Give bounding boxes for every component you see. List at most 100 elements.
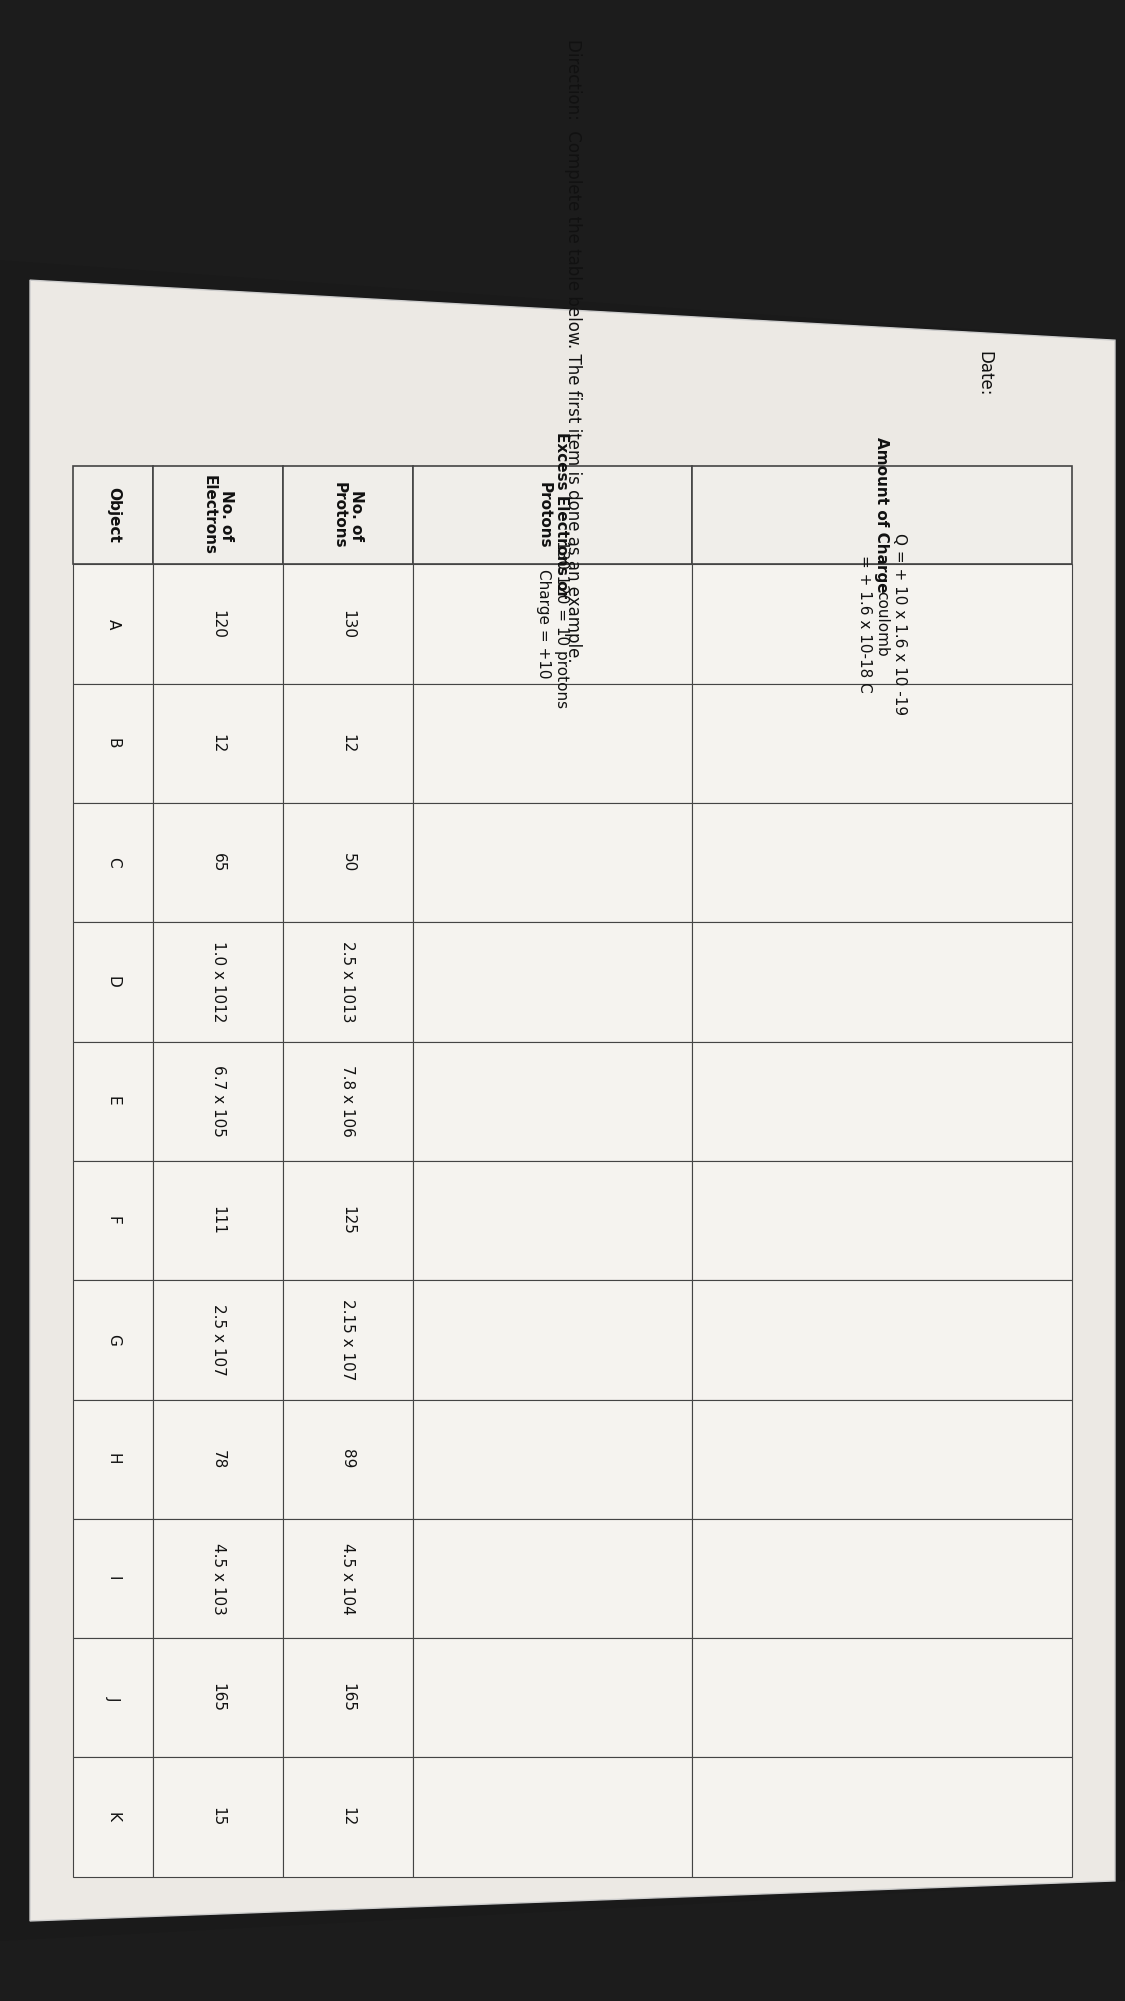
Text: Date:: Date:: [975, 350, 993, 396]
Polygon shape: [284, 564, 413, 684]
Polygon shape: [284, 1639, 413, 1757]
Text: 111: 111: [210, 1207, 226, 1235]
Text: Object: Object: [106, 486, 120, 542]
Polygon shape: [153, 1639, 284, 1757]
Polygon shape: [284, 802, 413, 922]
Polygon shape: [413, 1281, 692, 1399]
Polygon shape: [692, 802, 1072, 922]
Polygon shape: [284, 1161, 413, 1281]
Text: I: I: [106, 1577, 120, 1581]
Polygon shape: [153, 684, 284, 802]
Text: 130: 130: [341, 610, 356, 638]
Text: F: F: [106, 1217, 120, 1225]
Text: 7.8 x 106: 7.8 x 106: [341, 1065, 356, 1137]
Text: 130-120 = 10 protons
Charge = +10: 130-120 = 10 protons Charge = +10: [537, 540, 569, 708]
Polygon shape: [153, 1161, 284, 1281]
Polygon shape: [153, 466, 284, 564]
Polygon shape: [692, 1161, 1072, 1281]
Text: 78: 78: [210, 1449, 226, 1469]
Text: 15: 15: [210, 1807, 226, 1827]
Polygon shape: [73, 1757, 153, 1877]
Text: 50: 50: [341, 852, 356, 872]
Text: 12: 12: [341, 734, 356, 752]
Text: 120: 120: [210, 610, 226, 638]
Polygon shape: [413, 1161, 692, 1281]
Text: H: H: [106, 1453, 120, 1465]
Text: 4.5 x 104: 4.5 x 104: [341, 1543, 356, 1615]
Polygon shape: [73, 1161, 153, 1281]
Polygon shape: [30, 280, 1115, 1921]
Polygon shape: [0, 1881, 1125, 2001]
Polygon shape: [692, 564, 1072, 684]
Polygon shape: [413, 1639, 692, 1757]
Polygon shape: [692, 466, 1072, 564]
Polygon shape: [692, 1043, 1072, 1161]
Polygon shape: [153, 1399, 284, 1519]
Polygon shape: [73, 1399, 153, 1519]
Text: Direction:  Complete the table below. The first item is done as an example.: Direction: Complete the table below. The…: [564, 38, 582, 662]
Text: 125: 125: [341, 1207, 356, 1235]
Text: 2.15 x 107: 2.15 x 107: [341, 1299, 356, 1381]
Polygon shape: [413, 1043, 692, 1161]
Text: 4.5 x 103: 4.5 x 103: [210, 1543, 226, 1615]
Polygon shape: [153, 1757, 284, 1877]
Text: No. of
Electrons: No. of Electrons: [202, 474, 234, 554]
Text: B: B: [106, 738, 120, 748]
Polygon shape: [692, 922, 1072, 1043]
Text: 89: 89: [341, 1449, 356, 1469]
Polygon shape: [284, 1043, 413, 1161]
Polygon shape: [153, 922, 284, 1043]
Text: E: E: [106, 1097, 120, 1107]
Polygon shape: [153, 1043, 284, 1161]
Polygon shape: [692, 1757, 1072, 1877]
Text: G: G: [106, 1335, 120, 1347]
Polygon shape: [153, 564, 284, 684]
Polygon shape: [153, 1281, 284, 1399]
Polygon shape: [413, 802, 692, 922]
Polygon shape: [73, 564, 153, 684]
Polygon shape: [692, 1639, 1072, 1757]
Polygon shape: [73, 922, 153, 1043]
Text: 2.5 x 1013: 2.5 x 1013: [341, 940, 356, 1023]
Text: K: K: [106, 1813, 120, 1823]
Text: C: C: [106, 856, 120, 868]
Text: 6.7 x 105: 6.7 x 105: [210, 1065, 226, 1137]
Polygon shape: [73, 1281, 153, 1399]
Polygon shape: [692, 1519, 1072, 1639]
Text: 12: 12: [341, 1807, 356, 1827]
Polygon shape: [413, 564, 692, 684]
Polygon shape: [73, 466, 153, 564]
Polygon shape: [284, 1519, 413, 1639]
Polygon shape: [413, 922, 692, 1043]
Text: A: A: [106, 618, 120, 628]
Text: 12: 12: [210, 734, 226, 752]
Polygon shape: [284, 684, 413, 802]
Polygon shape: [413, 684, 692, 802]
Text: 165: 165: [341, 1683, 356, 1713]
Polygon shape: [692, 684, 1072, 802]
Polygon shape: [153, 1519, 284, 1639]
Polygon shape: [73, 1043, 153, 1161]
Polygon shape: [284, 1399, 413, 1519]
Polygon shape: [153, 802, 284, 922]
Polygon shape: [284, 1757, 413, 1877]
Polygon shape: [413, 466, 692, 564]
Text: D: D: [106, 976, 120, 988]
Polygon shape: [284, 922, 413, 1043]
Polygon shape: [73, 1639, 153, 1757]
Text: No. of
Protons: No. of Protons: [332, 482, 364, 548]
Polygon shape: [73, 802, 153, 922]
Text: 65: 65: [210, 852, 226, 872]
Polygon shape: [284, 1281, 413, 1399]
Polygon shape: [413, 1757, 692, 1877]
Polygon shape: [284, 466, 413, 564]
Polygon shape: [0, 0, 1125, 340]
Polygon shape: [413, 1519, 692, 1639]
Polygon shape: [692, 1281, 1072, 1399]
Text: Q = + 10 x 1.6 x 10 -19
coulomb
= + 1.6 x 10-18 C: Q = + 10 x 1.6 x 10 -19 coulomb = + 1.6 …: [857, 532, 907, 714]
Text: 1.0 x 1012: 1.0 x 1012: [210, 940, 226, 1023]
Text: Excess Electrons or
Protons: Excess Electrons or Protons: [537, 432, 569, 598]
Polygon shape: [73, 684, 153, 802]
Text: 165: 165: [210, 1683, 226, 1713]
Text: 2.5 x 107: 2.5 x 107: [210, 1305, 226, 1377]
